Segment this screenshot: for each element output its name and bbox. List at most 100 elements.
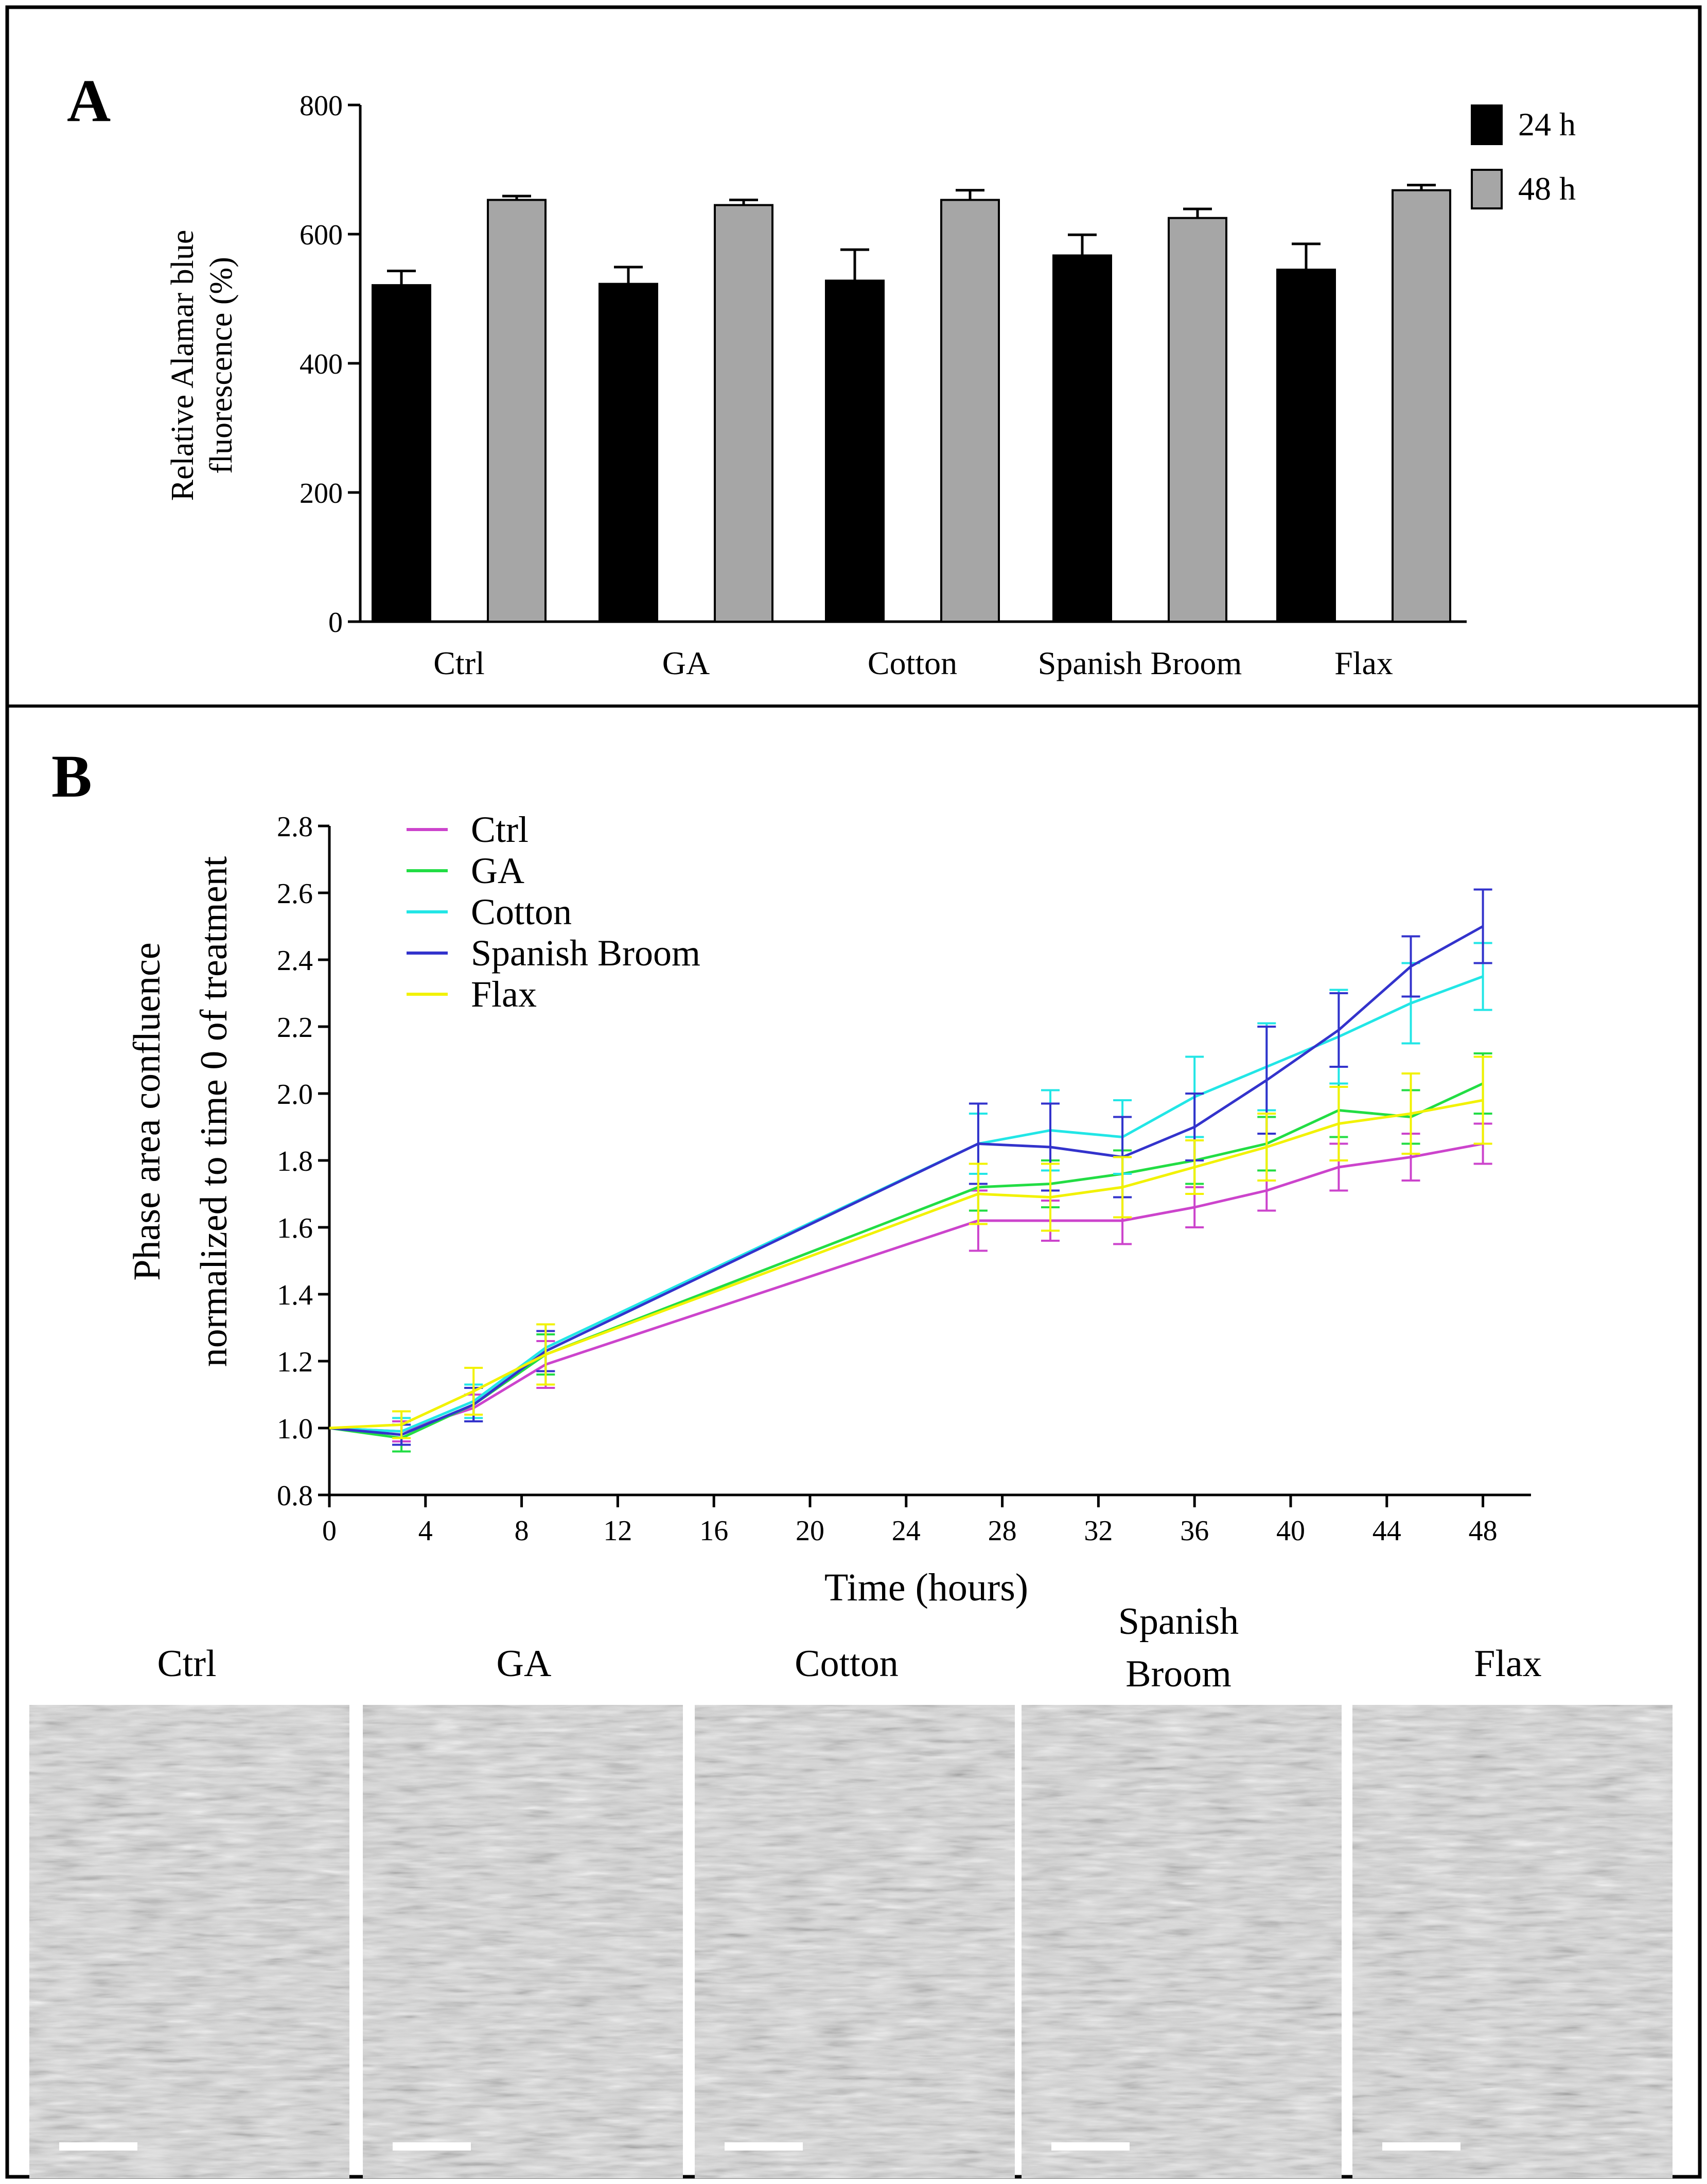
line-chart-series xyxy=(329,888,1492,1453)
bar-chart-axes: 0 200 400 600 800 Ctrl GA Cotton Spanish Broom Fl… xyxy=(300,90,1467,681)
line-chart-x-tick-label: 44 xyxy=(1372,1515,1401,1547)
bar-chart-y-tick-label: 600 xyxy=(300,219,343,251)
micrograph-image xyxy=(1022,1705,1342,2178)
bar-chart-x-tick-label: Spanish Broom xyxy=(1038,645,1242,681)
micrograph-2: Cotton xyxy=(695,1643,1015,2178)
bar-chart-bars xyxy=(372,184,1451,623)
bar-48h xyxy=(940,199,1000,623)
bar-48h xyxy=(487,199,547,623)
series-line-flax xyxy=(329,1099,1484,1430)
line-chart-x-tick-label: 0 xyxy=(322,1515,337,1547)
line-chart-x-tick-label: 12 xyxy=(603,1515,632,1547)
scale-bar xyxy=(725,2142,803,2151)
bar-chart-y-tick-label: 400 xyxy=(300,348,343,380)
bar-chart-x-tick-label: GA xyxy=(662,645,710,681)
bar-48h xyxy=(1168,217,1227,623)
scale-bar xyxy=(59,2142,137,2151)
line-chart-x-tick-label: 32 xyxy=(1084,1515,1113,1547)
line-chart-y-tick-label: 2.0 xyxy=(277,1079,313,1111)
bar-24h xyxy=(599,283,658,623)
micrograph-label: Broom xyxy=(1125,1653,1231,1695)
bar-chart-y-axis-label-line2: fluorescence (%) xyxy=(204,257,239,474)
series-ga xyxy=(329,1052,1492,1453)
bar-chart-y-axis-label-line1: Relative Alamar blue xyxy=(165,230,200,501)
line-chart-y-tick-label: 1.8 xyxy=(277,1146,313,1177)
line-chart-x-tick-label: 28 xyxy=(988,1515,1017,1547)
line-chart-y-tick-label: 2.4 xyxy=(277,945,313,977)
bar-chart-x-tick-label: Ctrl xyxy=(433,645,485,681)
panel-a-label: A xyxy=(67,67,111,134)
bar-24h xyxy=(372,284,431,623)
line-chart-y-tick-label: 1.2 xyxy=(277,1346,313,1378)
micrograph-image xyxy=(1352,1705,1673,2178)
micrograph-image xyxy=(29,1705,349,2178)
bar-chart-x-tick-label: Flax xyxy=(1334,645,1393,681)
line-chart-x-tick-label: 24 xyxy=(892,1515,921,1547)
micrograph-label: Flax xyxy=(1474,1643,1542,1685)
line-chart-x-tick-label: 40 xyxy=(1276,1515,1305,1547)
bar-24h xyxy=(1276,269,1336,623)
series-flax xyxy=(329,1055,1492,1439)
series-line-ga xyxy=(329,1082,1484,1439)
bar-chart-y-tick-label: 200 xyxy=(300,478,343,509)
micrograph-0: Ctrl xyxy=(29,1643,349,2178)
line-chart-x-tick-label: 36 xyxy=(1180,1515,1209,1547)
micrograph-4: Flax xyxy=(1352,1643,1673,2178)
line-chart-x-tick-label: 8 xyxy=(515,1515,529,1547)
panel-b-line-chart: B Phase area confluence normalized to ti… xyxy=(51,743,1531,1609)
legend-label: GA xyxy=(471,850,524,891)
legend-label: Flax xyxy=(471,974,537,1015)
line-chart-y-tick-label: 2.8 xyxy=(277,811,313,843)
micrograph-row: Ctrl GA Cotton Spanish Broom Flax xyxy=(29,1600,1673,2178)
bar-chart-y-tick-label: 800 xyxy=(300,90,343,122)
scale-bar xyxy=(1051,2142,1130,2151)
legend-label: Ctrl xyxy=(471,809,529,850)
bar-48h xyxy=(714,204,773,623)
line-chart-y-tick-label: 1.0 xyxy=(277,1413,313,1445)
series-ctrl xyxy=(329,1122,1492,1442)
micrograph-1: GA xyxy=(363,1643,683,2178)
line-chart-x-tick-label: 20 xyxy=(796,1515,824,1547)
line-chart-axes: 0.81.01.21.41.61.82.02.22.42.62.80 4 8 12 16… xyxy=(277,811,1531,1547)
line-chart-y-tick-label: 1.6 xyxy=(277,1212,313,1244)
line-chart-y-tick-label: 2.6 xyxy=(277,878,313,910)
line-chart-y-tick-label: 1.4 xyxy=(277,1279,313,1311)
line-chart-y-axis-label-line2: normalized to time 0 of treatment xyxy=(193,856,235,1367)
panel-a-bar-chart: A Relative Alamar blue fluorescence (%) … xyxy=(67,67,1576,681)
scale-bar xyxy=(1382,2142,1460,2151)
line-chart-x-tick-label: 48 xyxy=(1469,1515,1498,1547)
legend-label: Cotton xyxy=(471,891,572,932)
panel-b-label: B xyxy=(51,743,92,810)
bar-48h xyxy=(1392,189,1451,623)
line-chart-y-tick-label: 0.8 xyxy=(277,1480,313,1512)
line-chart-x-axis-label: Time (hours) xyxy=(824,1566,1028,1609)
scale-bar xyxy=(393,2142,471,2151)
micrograph-label: GA xyxy=(497,1643,552,1685)
series-line-spanish_broom xyxy=(329,925,1484,1436)
bar-chart-y-tick-label: 0 xyxy=(328,607,343,639)
line-chart-x-tick-label: 4 xyxy=(418,1515,433,1547)
legend-label: Spanish Broom xyxy=(471,932,700,974)
bar-24h xyxy=(825,279,885,623)
micrograph-label: Spanish xyxy=(1118,1600,1239,1643)
legend-swatch-48h xyxy=(1471,169,1503,209)
bar-chart-x-tick-label: Cotton xyxy=(868,645,957,681)
legend-label: 24 h xyxy=(1518,106,1576,143)
line-chart-y-tick-label: 2.2 xyxy=(277,1012,313,1044)
micrograph-label: Cotton xyxy=(795,1643,898,1685)
line-chart-x-tick-label: 16 xyxy=(699,1515,728,1547)
series-line-ctrl xyxy=(329,1142,1484,1433)
series-cotton xyxy=(329,942,1492,1446)
bar-chart-legend: 24 h 48 h xyxy=(1471,104,1576,209)
series-line-cotton xyxy=(329,975,1484,1433)
micrograph-image xyxy=(363,1705,683,2178)
legend-swatch-24h xyxy=(1471,104,1503,145)
line-chart-y-axis-label-line1: Phase area confluence xyxy=(126,942,168,1280)
bar-24h xyxy=(1052,254,1112,623)
legend-label: 48 h xyxy=(1518,170,1576,207)
micrograph-image xyxy=(695,1705,1015,2178)
micrograph-3: Spanish Broom xyxy=(1022,1600,1342,2178)
micrograph-label: Ctrl xyxy=(157,1643,216,1685)
